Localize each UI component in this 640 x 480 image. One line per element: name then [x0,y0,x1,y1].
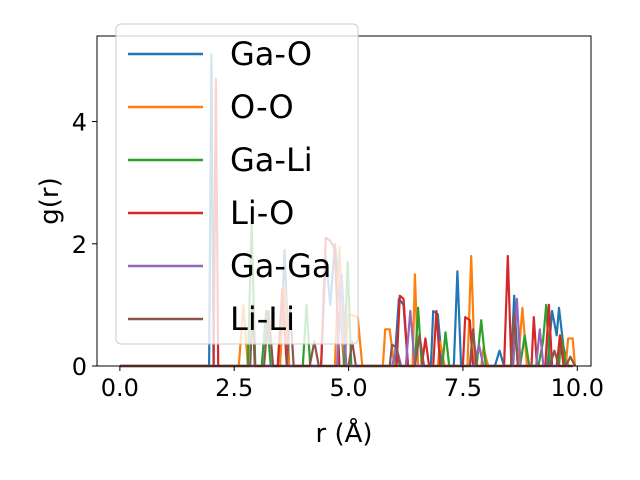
legend-box [115,23,359,345]
legend-label-li-li: Li-Li [230,300,295,338]
x-tick-label: 7.5 [444,374,482,402]
legend-label-ga-ga: Ga-Ga [230,247,332,285]
y-axis: 0 2 4 [72,109,97,381]
legend: Ga-O O-O Ga-Li Li-O Ga-Ga Li-Li [115,23,359,345]
y-axis-label: g(r) [35,177,65,224]
y-tick-label: 4 [72,109,87,137]
legend-label-ga-li: Ga-Li [230,141,313,179]
x-axis-label: r (Å) [315,417,372,449]
x-tick-label: 10.0 [551,374,604,402]
legend-label-o-o: O-O [230,88,294,126]
x-axis: 0.0 2.5 5.0 7.5 10.0 [101,366,604,402]
x-tick-label: 2.5 [215,374,253,402]
legend-label-li-o: Li-O [230,194,294,232]
legend-label-ga-o: Ga-O [230,35,312,73]
x-tick-label: 5.0 [329,374,367,402]
y-tick-label: 2 [72,231,87,259]
y-tick-label: 0 [72,353,87,381]
x-tick-label: 0.0 [101,374,139,402]
